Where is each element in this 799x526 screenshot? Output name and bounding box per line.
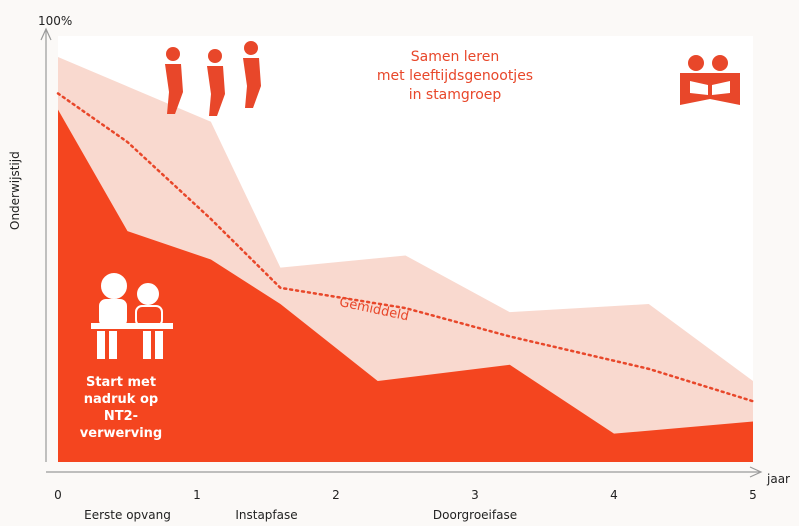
- lower-band-area: [58, 109, 753, 463]
- x-tick-label: 3: [471, 488, 479, 502]
- walking-people-icon: [165, 41, 261, 116]
- teacher-student-icon: [91, 273, 173, 359]
- x-tick-label: 0: [54, 488, 62, 502]
- y-axis-arrow: [40, 27, 52, 41]
- x-tick-label: 1: [193, 488, 201, 502]
- annotation-top-line-2: met leeftijdsgenootjes: [376, 68, 534, 84]
- reading-children-icon: [680, 55, 740, 105]
- x-axis-unit-label: jaar: [767, 472, 790, 486]
- y-axis-label: Onderwijstijd: [8, 151, 22, 230]
- x-tick-label: 2: [332, 488, 340, 502]
- annotation-nt2: Start met nadruk op NT2- verwerving: [62, 374, 180, 442]
- annotation-top-line-3: in stamgroep: [408, 87, 502, 103]
- annotation-left-line-4: verwerving: [79, 426, 163, 441]
- phase-label: Instapfase: [235, 508, 298, 522]
- x-tick-label: 4: [610, 488, 618, 502]
- x-tick-label: 5: [749, 488, 757, 502]
- x-axis-arrow: [749, 466, 763, 478]
- annotation-left-line-2: nadruk op: [83, 392, 159, 407]
- phase-label: Doorgroeifase: [432, 508, 518, 522]
- annotation-left-line-1: Start met: [85, 375, 157, 390]
- phase-label: Eerste opvang: [84, 508, 171, 522]
- average-line: [56, 92, 755, 403]
- annotation-samen-leren: Samen leren met leeftijdsgenootjes in st…: [355, 48, 555, 105]
- annotation-left-line-3: NT2-: [103, 409, 139, 424]
- annotation-top-line-1: Samen leren: [410, 49, 500, 65]
- y-axis-top-label: 100%: [38, 14, 73, 28]
